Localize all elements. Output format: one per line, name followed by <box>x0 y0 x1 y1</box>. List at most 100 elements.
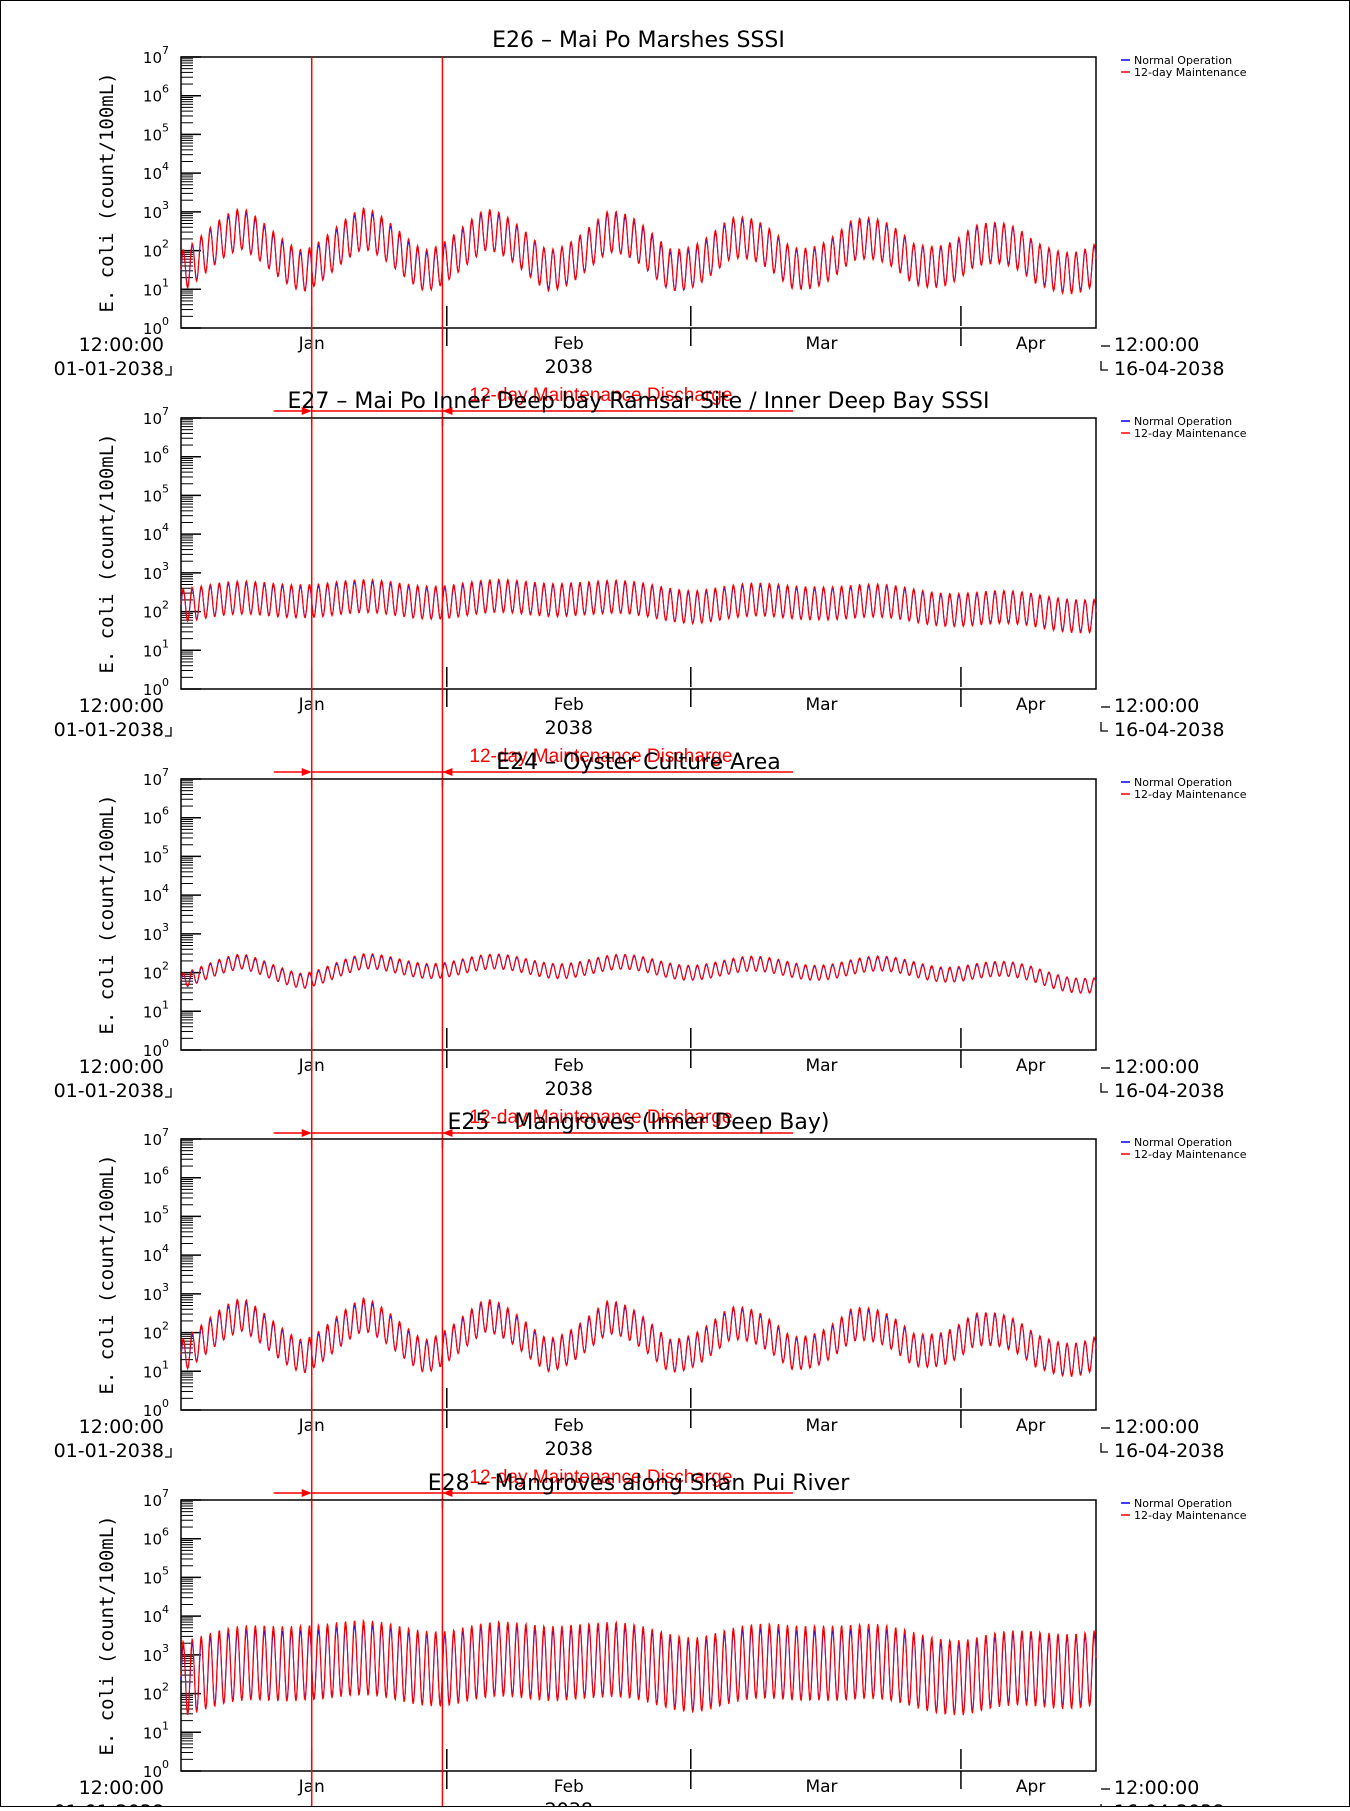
series-line-0 <box>180 954 1097 994</box>
y-tick-label: 101 <box>143 637 169 660</box>
chart-panel-0: E26 – Mai Po Marshes SSSI E. coli (count/… <box>54 28 1247 426</box>
y-tick-label: 107 <box>143 1487 169 1510</box>
annotation-arrowhead-in <box>301 1489 312 1497</box>
annotation-arrowhead-out <box>442 768 453 776</box>
legend-entry: Normal Operation <box>1134 1497 1232 1510</box>
chart-panel-2: E24 – Oyster Culture Area E. coli (count/… <box>54 750 1247 1148</box>
y-tick-label: 102 <box>143 1320 169 1343</box>
y-tick-label: 100 <box>143 315 169 338</box>
chart-title: E24 – Oyster Culture Area <box>496 750 781 775</box>
y-tick-label: 102 <box>143 1681 169 1704</box>
legend-entry: Normal Operation <box>1134 1136 1232 1149</box>
legend-entry: 12-day Maintenance <box>1134 1148 1247 1161</box>
x-month-label: Apr <box>1016 1056 1045 1076</box>
plot-frame <box>180 56 1097 329</box>
legend-entry: 12-day Maintenance <box>1134 1509 1247 1522</box>
series-line-0 <box>180 580 1097 633</box>
y-tick-label: 101 <box>143 1358 169 1381</box>
legend-entry: 12-day Maintenance <box>1134 427 1247 440</box>
y-axis-label: E. coli (count/100mL) <box>96 1154 118 1394</box>
x-month-label: Feb <box>554 1056 584 1076</box>
x-month-label: Feb <box>554 334 584 354</box>
y-tick-label: 103 <box>143 560 169 583</box>
y-tick-label: 103 <box>143 199 169 222</box>
chart-title: E28 – Mangroves along Shan Pui River <box>428 1471 850 1496</box>
y-tick-label: 101 <box>143 1719 169 1742</box>
series-line-0 <box>180 1299 1097 1377</box>
series-line-1 <box>180 578 1097 635</box>
x-start-bracket <box>165 727 172 737</box>
x-end-time: 12:00:00 <box>1114 1777 1199 1799</box>
annotation-label: 12-day Maintenance Discharge <box>469 1107 732 1128</box>
y-tick-label: 107 <box>143 44 169 67</box>
y-tick-label: 104 <box>143 882 169 905</box>
y-tick-label: 100 <box>143 1397 169 1420</box>
x-start-time: 12:00:00 <box>79 1777 164 1799</box>
x-end-time: 12:00:00 <box>1114 1416 1199 1438</box>
x-start-date: 01-01-2038 <box>54 1440 164 1462</box>
x-year-label: 2038 <box>545 356 593 378</box>
x-start-time: 12:00:00 <box>79 1056 164 1078</box>
legend-entry: 12-day Maintenance <box>1134 788 1247 801</box>
chart-title: E26 – Mai Po Marshes SSSI <box>492 28 785 53</box>
series-line-1 <box>180 207 1097 296</box>
x-end-time: 12:00:00 <box>1114 334 1199 356</box>
x-month-label: Apr <box>1016 334 1045 354</box>
x-month-label: Feb <box>554 1777 584 1797</box>
x-month-label: Apr <box>1016 695 1045 715</box>
x-end-time: 12:00:00 <box>1114 1056 1199 1078</box>
annotation-arrowhead-out <box>442 1129 453 1137</box>
y-tick-label: 104 <box>143 521 169 544</box>
x-start-time: 12:00:00 <box>79 695 164 717</box>
y-tick-label: 106 <box>143 805 169 828</box>
annotation-label: 12-day Maintenance Discharge <box>469 746 732 767</box>
y-tick-label: 105 <box>143 843 169 866</box>
chart-panel-1: E27 – Mai Po Inner Deep bay Ramsar Site … <box>54 389 1247 787</box>
y-tick-label: 107 <box>143 405 169 428</box>
x-year-label: 2038 <box>545 1078 593 1100</box>
x-year-label: 2038 <box>545 1799 593 1806</box>
x-year-label: 2038 <box>545 1438 593 1460</box>
y-tick-label: 104 <box>143 160 169 183</box>
y-tick-label: 106 <box>143 83 169 106</box>
y-tick-label: 107 <box>143 1126 169 1149</box>
y-tick-label: 104 <box>143 1242 169 1265</box>
y-tick-label: 100 <box>143 1758 169 1781</box>
x-end-date: 16-04-2038 <box>1114 1440 1224 1462</box>
series-line-1 <box>180 1618 1097 1716</box>
y-tick-label: 105 <box>143 482 169 505</box>
x-start-date: 01-01-2038 <box>54 719 164 741</box>
plot-frame <box>180 1138 1097 1411</box>
x-end-bracket-bottom <box>1100 361 1108 371</box>
y-axis-label: E. coli (count/100mL) <box>96 1515 118 1755</box>
annotation-label: 12-day Maintenance Discharge <box>469 385 732 406</box>
y-tick-label: 105 <box>143 1564 169 1587</box>
x-start-date: 01-01-2038 <box>54 358 164 380</box>
x-start-time: 12:00:00 <box>79 334 164 356</box>
series-line-0 <box>180 210 1097 294</box>
x-start-date: 01-01-2038 <box>54 1080 164 1102</box>
plot-frame <box>180 417 1097 690</box>
annotation-arrowhead-in <box>301 768 312 776</box>
annotation-arrowhead-out <box>442 1489 453 1497</box>
y-tick-label: 103 <box>143 1642 169 1665</box>
y-tick-label: 105 <box>143 121 169 144</box>
series-line-1 <box>180 952 1097 994</box>
y-tick-label: 106 <box>143 1526 169 1549</box>
y-tick-label: 107 <box>143 766 169 789</box>
x-end-date: 16-04-2038 <box>1114 719 1224 741</box>
x-month-label: Mar <box>805 334 837 354</box>
x-year-label: 2038 <box>545 717 593 739</box>
x-start-bracket <box>165 366 172 376</box>
y-tick-label: 102 <box>143 599 169 622</box>
x-month-label: Mar <box>805 1777 837 1797</box>
x-month-label: Apr <box>1016 1777 1045 1797</box>
annotation-arrowhead-in <box>301 1129 312 1137</box>
x-month-label: Feb <box>554 695 584 715</box>
x-end-time: 12:00:00 <box>1114 695 1199 717</box>
y-tick-label: 103 <box>143 1281 169 1304</box>
x-month-label: Apr <box>1016 1416 1045 1436</box>
x-end-date: 16-04-2038 <box>1114 1801 1224 1806</box>
series-line-0 <box>180 1623 1097 1716</box>
x-end-bracket-bottom <box>1100 1443 1108 1453</box>
